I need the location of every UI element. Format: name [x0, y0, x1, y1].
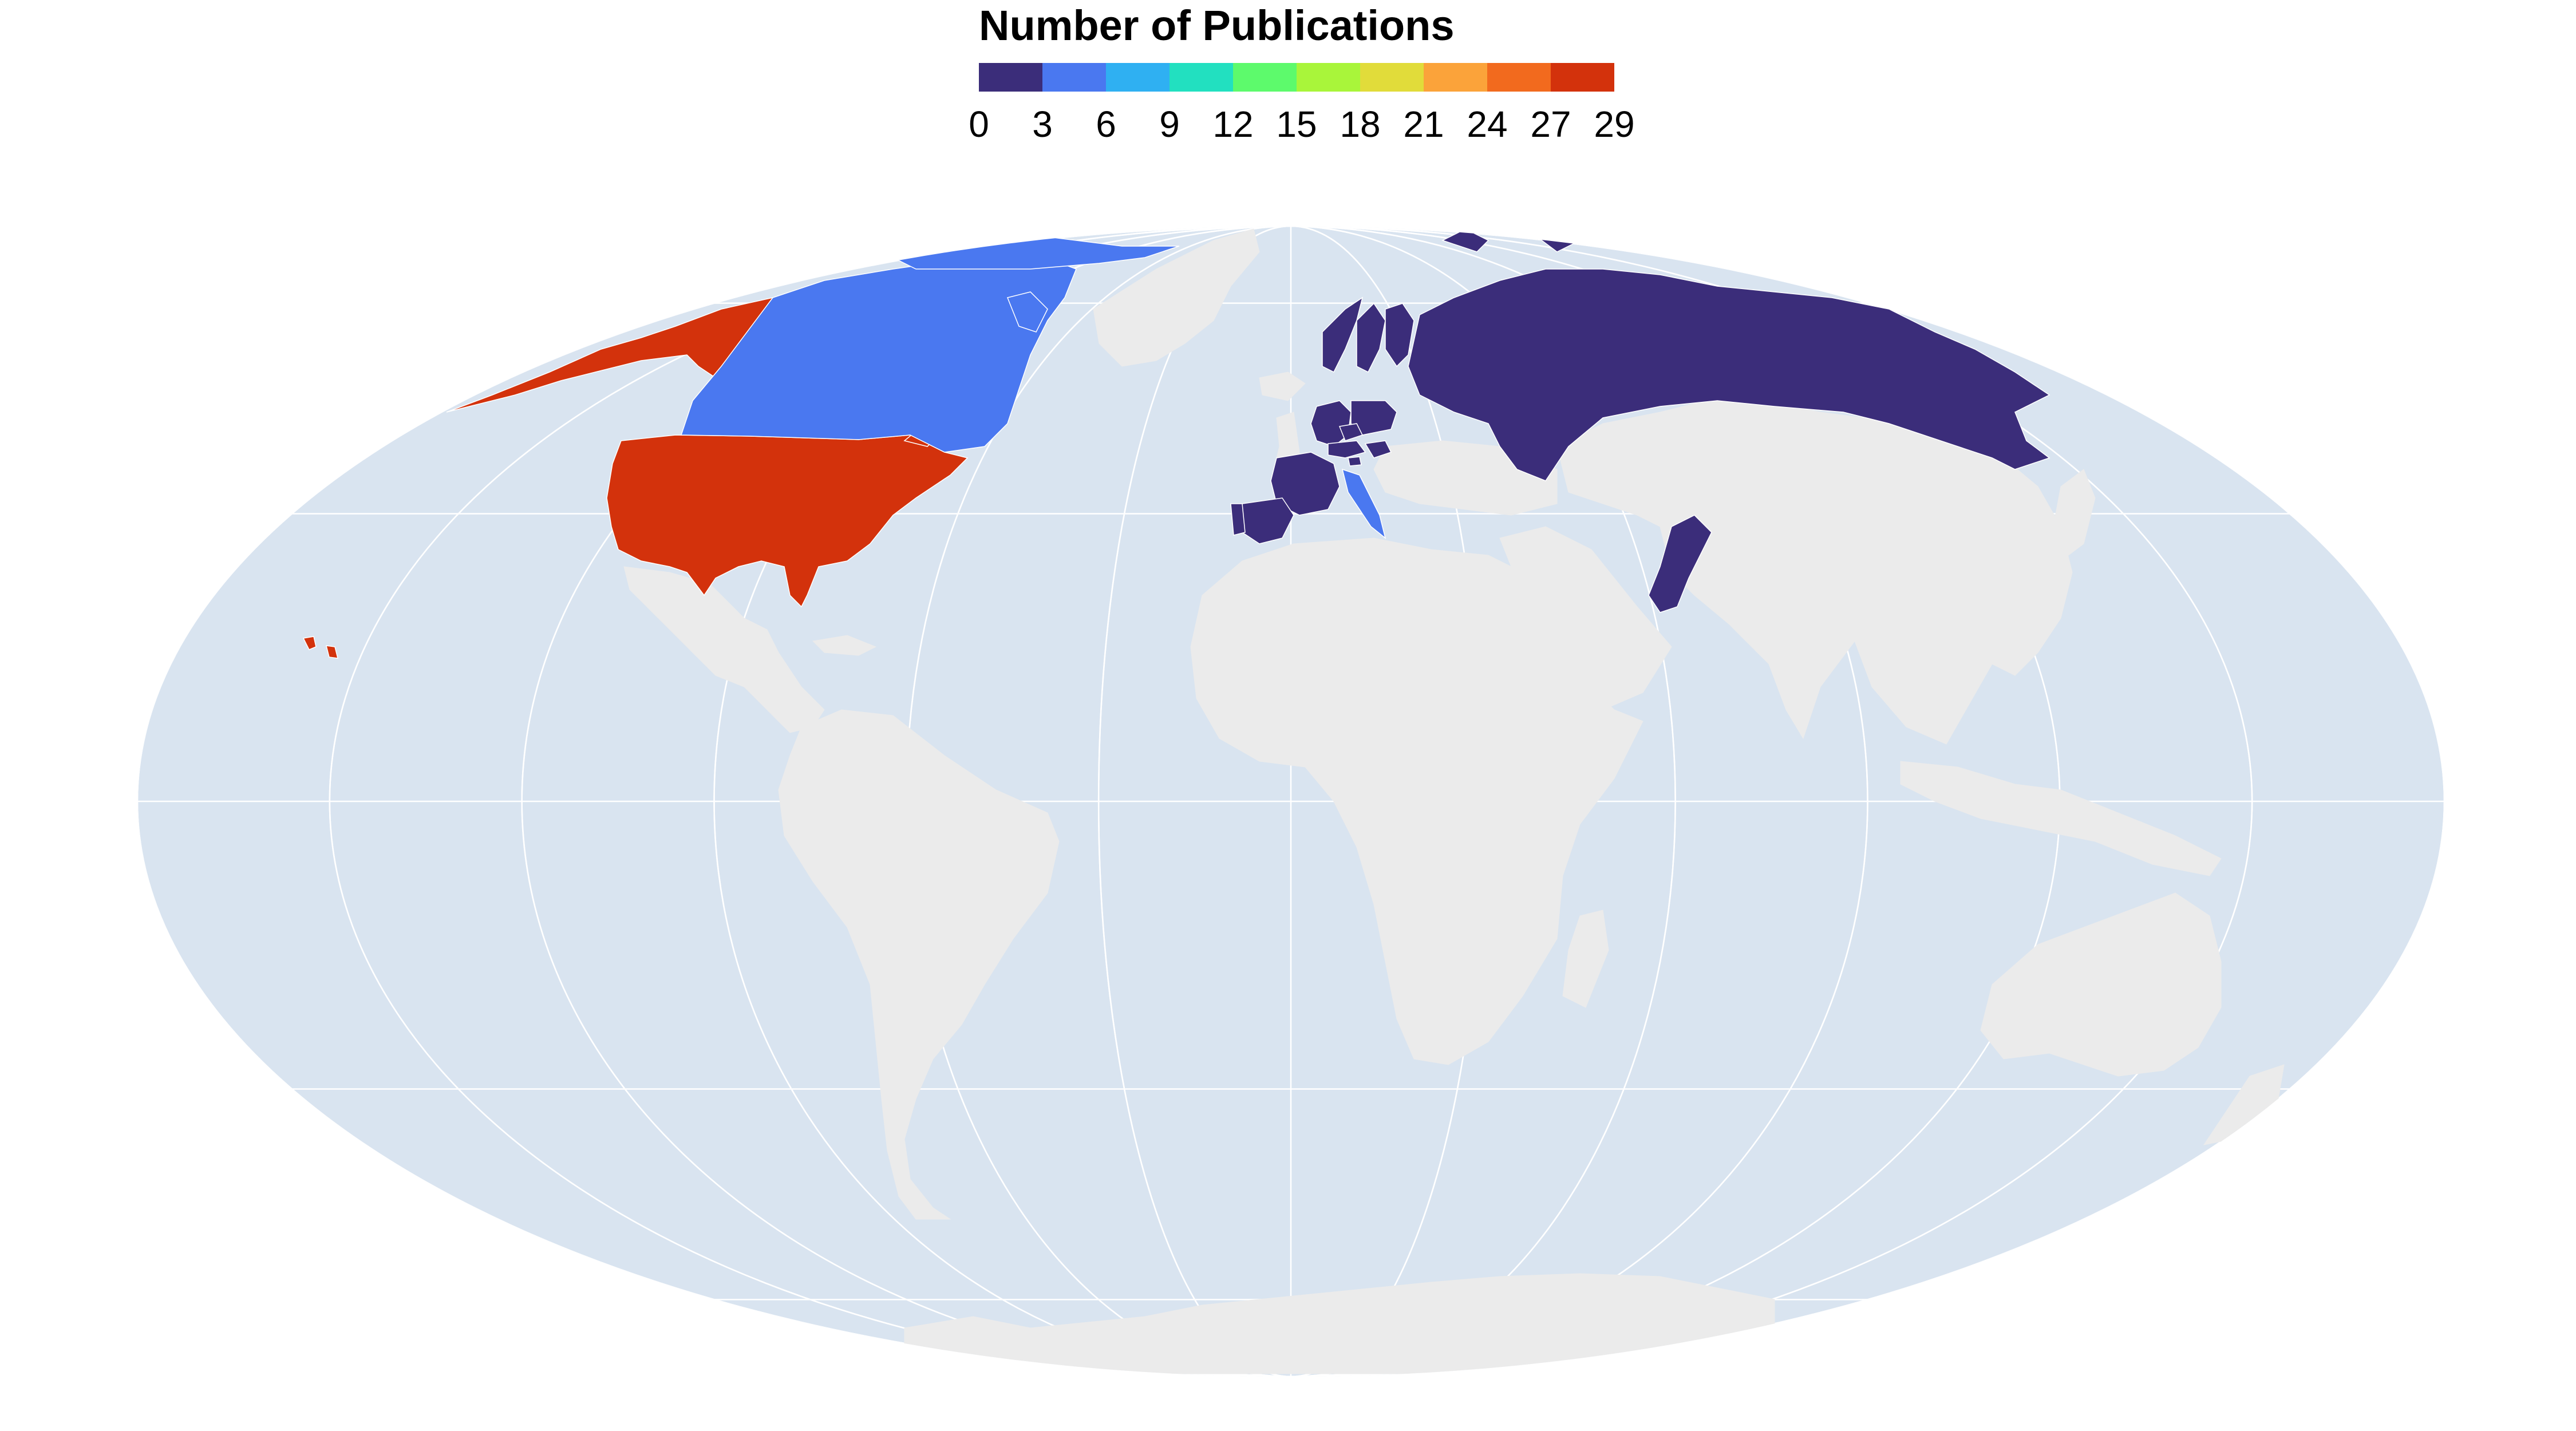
colorbar-tick-label: 6 — [1096, 104, 1116, 145]
land-sea-islands — [1900, 761, 2222, 876]
colorbar-tick-label: 9 — [1159, 104, 1180, 145]
land-greenland — [1093, 228, 1260, 367]
colorbar-swatch — [1424, 63, 1487, 92]
country-pakistan[interactable] — [1648, 515, 1712, 613]
colorbar-swatch — [1297, 63, 1360, 92]
colorbar-swatch — [1170, 63, 1233, 92]
country-russia[interactable] — [1408, 268, 2050, 481]
country-italy[interactable] — [1341, 468, 1386, 539]
colorbar-swatch — [1360, 63, 1424, 92]
land-arabia — [1499, 526, 1672, 710]
colorbar-tick-label: 0 — [969, 104, 989, 145]
land-japan — [2052, 469, 2096, 562]
country-united-states[interactable] — [302, 636, 338, 659]
colorbar-tick-label: 29 — [1594, 104, 1635, 145]
country-czech-republic[interactable] — [1338, 423, 1364, 441]
colorbar-tick-label: 12 — [1212, 104, 1254, 145]
colorbar-swatch — [1551, 63, 1614, 92]
country-hungary[interactable] — [1364, 440, 1392, 458]
country-norway[interactable] — [1322, 297, 1364, 373]
country-france[interactable] — [1270, 452, 1340, 516]
country-sweden[interactable] — [1356, 302, 1386, 373]
land-masses — [623, 228, 2285, 1374]
colorbar-swatch — [1487, 63, 1551, 92]
colorbar-tick-label: 18 — [1340, 104, 1381, 145]
colorbar-ticks: 0 3 6 9 12 15 18 21 24 27 29 — [0, 103, 2576, 149]
choropleth-countries — [302, 228, 2050, 659]
colorbar-tick-label: 15 — [1276, 104, 1317, 145]
colorbar — [979, 63, 1614, 92]
country-canada[interactable] — [1006, 291, 1048, 333]
legend-title: Number of Publications — [979, 2, 1455, 49]
land-antarctica — [904, 1273, 1775, 1374]
land-madagascar — [1562, 910, 1609, 1008]
country-portugal[interactable] — [1230, 503, 1246, 536]
colorbar-tick-label: 21 — [1403, 104, 1444, 145]
country-germany[interactable] — [1310, 400, 1352, 447]
colorbar-legend: Number of Publications 0 3 6 9 12 15 18 21 24 27 2… — [0, 0, 2576, 172]
land-africa — [1190, 537, 1643, 1065]
country-austria[interactable] — [1327, 440, 1366, 458]
country-poland[interactable] — [1350, 400, 1397, 436]
colorbar-tick-label: 24 — [1467, 104, 1508, 145]
land-australia — [1980, 892, 2222, 1077]
colorbar-tick-label: 27 — [1530, 104, 1571, 145]
colorbar-tick-label: 3 — [1032, 104, 1053, 145]
country-finland[interactable] — [1385, 303, 1415, 367]
land-south-america — [778, 709, 1060, 1220]
colorbar-swatch — [1233, 63, 1297, 92]
land-iceland — [1259, 371, 1306, 401]
country-slovenia[interactable] — [1348, 456, 1362, 467]
land-caribbean — [812, 635, 877, 656]
colorbar-swatch — [1042, 63, 1106, 92]
colorbar-swatch — [1106, 63, 1170, 92]
colorbar-swatch — [979, 63, 1042, 92]
